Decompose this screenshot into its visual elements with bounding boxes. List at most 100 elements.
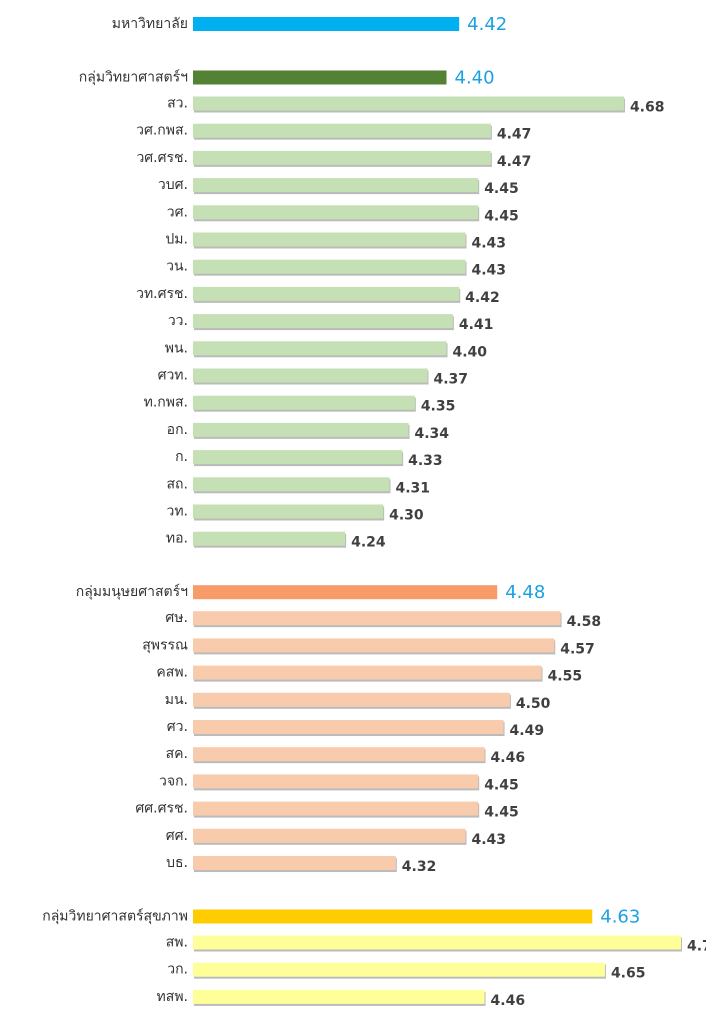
value-label: 4.48 <box>505 582 545 603</box>
value-label: 4.45 <box>484 181 519 197</box>
value-label: 4.40 <box>455 68 495 89</box>
group-label: กลุ่มวิทยาศาสตร์ฯ <box>79 69 188 86</box>
category-label: ศศ.ศรช. <box>135 801 188 817</box>
bar <box>193 314 453 329</box>
bar <box>193 638 555 653</box>
category-label: สว. <box>167 96 188 112</box>
bar <box>193 477 390 492</box>
bar <box>193 935 681 950</box>
value-label: 4.50 <box>516 696 551 712</box>
bar <box>193 828 466 843</box>
bar <box>193 856 396 870</box>
value-label: 4.45 <box>484 777 519 793</box>
category-label: วศ. <box>167 204 188 220</box>
category-label: ศศ. <box>166 828 188 844</box>
category-label: วศ.ศรช. <box>136 150 188 166</box>
value-label: 4.45 <box>484 208 519 224</box>
category-label: วท. <box>166 504 188 520</box>
category-label: บธ. <box>166 855 188 871</box>
value-label: 4.34 <box>414 426 449 442</box>
bar <box>193 70 447 85</box>
value-label: 4.47 <box>497 127 532 143</box>
category-label: สค. <box>166 746 188 762</box>
category-label: วท.ศรช. <box>136 286 188 302</box>
bar <box>193 989 485 1004</box>
value-label: 4.42 <box>465 290 500 306</box>
value-label: 4.41 <box>459 317 494 333</box>
category-label: สพ. <box>166 935 188 951</box>
value-label: 4.43 <box>472 263 507 279</box>
value-label: 4.32 <box>402 859 437 875</box>
bar <box>193 395 415 410</box>
bar <box>193 96 624 111</box>
value-label: 4.46 <box>491 993 526 1009</box>
value-label: 4.63 <box>600 907 640 928</box>
value-label: 4.43 <box>472 832 507 848</box>
bar <box>193 585 498 600</box>
category-label: วน. <box>166 259 188 275</box>
value-label: 4.57 <box>560 641 595 657</box>
value-label: 4.42 <box>467 14 507 35</box>
value-label: 4.24 <box>351 535 386 551</box>
bar <box>193 504 384 519</box>
value-label: 4.58 <box>567 614 602 630</box>
bar <box>193 531 346 546</box>
category-label: วศ.กพส. <box>136 123 188 139</box>
bar <box>193 747 485 762</box>
value-label: 4.46 <box>491 750 526 766</box>
group-label: กลุ่มวิทยาศาสตร์สุขภาพ <box>42 908 188 925</box>
value-label: 4.30 <box>389 508 424 524</box>
category-label: ก. <box>175 449 188 465</box>
category-label: ท.กพส. <box>144 395 188 411</box>
bar <box>193 178 479 193</box>
category-label: พน. <box>165 340 188 356</box>
category-label: มน. <box>165 692 188 708</box>
value-label: 4.68 <box>630 100 665 116</box>
bar <box>193 611 561 626</box>
bar <box>193 259 466 274</box>
category-label: วบศ. <box>158 177 188 193</box>
bar <box>193 123 491 138</box>
bar <box>193 720 504 734</box>
category-label: ทอ. <box>166 531 188 547</box>
bar <box>193 909 593 924</box>
group-label: มหาวิทยาลัย <box>112 16 188 32</box>
category-label: คสพ. <box>156 665 188 681</box>
value-label: 4.49 <box>510 723 545 739</box>
category-label: ปม. <box>165 232 188 248</box>
category-label: ศว. <box>167 719 188 735</box>
category-label: วจก. <box>159 773 188 789</box>
bar <box>193 150 491 165</box>
group-label: กลุ่มมนุษยศาสตร์ฯ <box>76 583 188 600</box>
bar <box>193 422 409 437</box>
bar <box>193 17 460 31</box>
bar <box>193 341 447 356</box>
category-label: วก. <box>167 962 188 978</box>
category-label: ศษ. <box>165 610 188 626</box>
bar <box>193 286 460 301</box>
value-label: 4.65 <box>611 966 646 982</box>
category-label: วว. <box>168 313 188 329</box>
value-label: 4.37 <box>433 372 468 388</box>
category-label: อก. <box>167 422 188 438</box>
value-label: 4.40 <box>453 344 488 360</box>
value-label: 4.35 <box>421 399 456 415</box>
bar <box>193 692 510 707</box>
bar <box>193 232 466 247</box>
bar <box>193 205 479 220</box>
bar <box>193 368 428 383</box>
value-label: 4.47 <box>497 154 532 170</box>
value-label: 4.45 <box>484 805 519 821</box>
bar <box>193 450 403 465</box>
value-label: 4.33 <box>408 453 443 469</box>
bar <box>193 665 542 680</box>
value-label: 4.43 <box>472 236 507 252</box>
value-label: 4.77 <box>687 939 706 955</box>
value-label: 4.31 <box>395 480 430 496</box>
category-label: ศวท. <box>158 368 188 384</box>
value-label: 4.55 <box>548 669 583 685</box>
bar <box>193 774 479 789</box>
bar <box>193 801 479 816</box>
category-label: สุพรรณ <box>142 637 188 653</box>
